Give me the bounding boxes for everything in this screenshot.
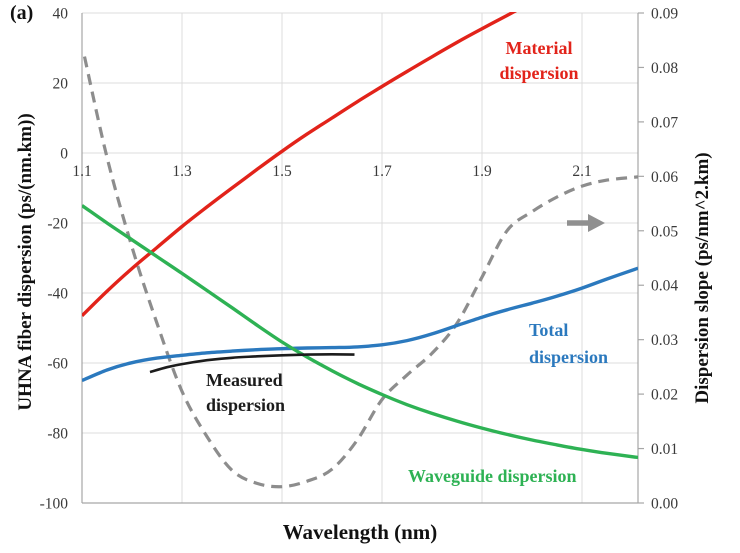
material-dispersion-curve: [82, 12, 518, 317]
x-axis-title: Wavelength (nm): [282, 520, 438, 544]
right-axis-tick-label: 0.05: [651, 223, 678, 240]
left-axis-tick-label: 0: [60, 146, 68, 163]
right-axis-pointer-arrow: [567, 214, 605, 232]
right-axis-tick-label: 0.08: [651, 60, 678, 77]
left-axis-title: UHNA fiber dispersion (ps/(nm.km)): [15, 113, 36, 411]
panel-label: (a): [10, 2, 34, 24]
x-axis-tick-label: 2.1: [572, 163, 591, 180]
gridlines: [82, 12, 638, 504]
right-axis-tick-label: 0.09: [651, 6, 678, 23]
right-axis-tick-label: 0.04: [651, 278, 678, 295]
material-dispersion-label: Material dispersion: [499, 38, 579, 83]
waveguide-dispersion-label: Waveguide dispersion: [408, 466, 577, 486]
right-axis-tick-label: 0.01: [651, 441, 678, 458]
waveguide-dispersion-curve: [82, 204, 638, 460]
right-axis-tick-label: 0.07: [651, 114, 678, 131]
right-axis-tick-label: 0.03: [651, 332, 678, 349]
x-axis-tick-label: 1.7: [372, 163, 392, 180]
total-dispersion-curve: [82, 266, 638, 383]
right-axis-title: Dispersion slope (ps/nm^2.km): [692, 152, 713, 404]
measured-dispersion-curve: [149, 352, 355, 374]
x-axis-tick-label: 1.3: [172, 163, 192, 180]
right-axis-tick-label: 0.06: [651, 169, 678, 186]
x-axis-tick-label: 1.9: [472, 163, 492, 180]
left-axis-tick-label: -40: [47, 286, 68, 303]
axes-spines: [81, 12, 644, 504]
dispersion-slope-curve: [82, 56, 638, 489]
x-axis-tick-label: 1.5: [272, 163, 292, 180]
left-axis-tick-label: -20: [47, 216, 68, 233]
left-axis-tick-label: -100: [40, 496, 69, 513]
total-dispersion-label: Total dispersion: [529, 320, 609, 367]
right-axis-tick-label: 0.02: [651, 387, 678, 404]
left-axis-tick-label: 40: [53, 6, 69, 23]
left-axis-tick-label: -80: [47, 426, 68, 443]
left-axis-tick-label: -60: [47, 356, 68, 373]
left-axis-tick-label: 20: [53, 76, 69, 93]
series-curves: [82, 12, 638, 489]
x-axis-tick-label: 1.1: [72, 163, 91, 180]
measured-dispersion-label: Measured dispersion: [206, 370, 286, 415]
right-axis-tick-label: 0.00: [651, 496, 678, 513]
